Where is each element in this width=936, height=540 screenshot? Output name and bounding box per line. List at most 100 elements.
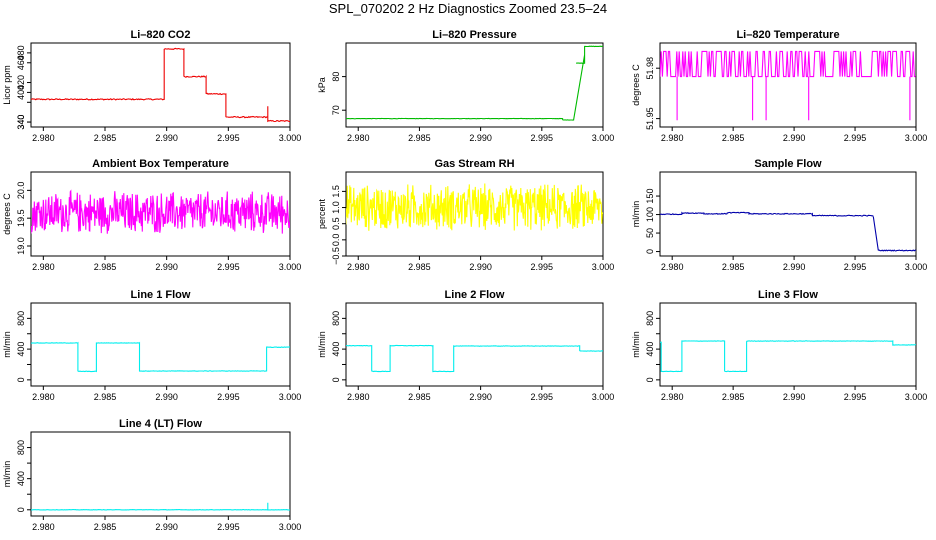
y-tick-label: 800 bbox=[331, 311, 341, 326]
x-tick-label: 2.980 bbox=[347, 262, 370, 272]
y-tick-label: 800 bbox=[16, 440, 26, 455]
y-tick-label: 20.0 bbox=[16, 182, 26, 200]
y-axis-label: percent bbox=[317, 198, 327, 229]
x-tick-label: 3.000 bbox=[905, 262, 928, 272]
y-tick-label: 0 bbox=[16, 507, 26, 512]
x-tick-label: 2.995 bbox=[844, 262, 867, 272]
panel-title: Li–820 CO2 bbox=[131, 29, 191, 41]
x-tick-label: 2.980 bbox=[661, 392, 684, 402]
x-tick-label: 2.985 bbox=[722, 392, 745, 402]
panel-title: Line 3 Flow bbox=[758, 289, 818, 301]
plot-frame bbox=[30, 171, 291, 257]
series-line bbox=[31, 341, 290, 373]
x-tick-label: 2.990 bbox=[155, 522, 178, 532]
x-tick-label: 2.990 bbox=[155, 262, 178, 272]
x-tick-label: 2.985 bbox=[94, 262, 117, 272]
y-tick-label: 400 bbox=[16, 342, 26, 357]
y-axis-label: ml/min bbox=[317, 331, 327, 358]
x-tick-label: 2.985 bbox=[94, 133, 117, 143]
x-tick-label: 2.980 bbox=[347, 133, 370, 143]
x-tick-label: 2.990 bbox=[783, 392, 806, 402]
x-tick-label: 2.980 bbox=[32, 522, 55, 532]
y-tick-label: 150 bbox=[645, 189, 655, 204]
y-tick-label: −0.5 bbox=[331, 247, 341, 265]
x-tick-label: 3.000 bbox=[279, 392, 302, 402]
x-tick-label: 2.995 bbox=[531, 262, 554, 272]
panel-title: Li–820 Pressure bbox=[432, 29, 516, 41]
series-line bbox=[31, 189, 290, 234]
x-tick-label: 2.985 bbox=[722, 262, 745, 272]
x-tick-label: 3.000 bbox=[592, 392, 615, 402]
y-axis-label: Licor ppm bbox=[2, 65, 12, 105]
x-tick-label: 3.000 bbox=[279, 133, 302, 143]
plot-frame bbox=[30, 42, 291, 128]
panel-1: Li–820 CO2 Licor ppm 2.980 2.985 2.990 2.995 3… bbox=[2, 29, 301, 143]
panel-3: Li–820 Temperature degrees C 2.980 2.985 2.9… bbox=[631, 29, 927, 143]
x-tick-label: 2.985 bbox=[722, 133, 745, 143]
x-tick-label: 2.995 bbox=[217, 262, 240, 272]
y-tick-label: 1.5 bbox=[331, 185, 341, 198]
panel-5: Gas Stream RH percent 2.980 2.985 2.990 2.995… bbox=[317, 158, 614, 272]
y-tick-label: 19.5 bbox=[16, 209, 26, 227]
y-tick-label: 400 bbox=[645, 342, 655, 357]
y-tick-label: 51.95 bbox=[645, 107, 655, 130]
series-line bbox=[346, 183, 603, 231]
x-tick-label: 2.985 bbox=[408, 392, 431, 402]
x-tick-label: 2.995 bbox=[531, 133, 554, 143]
y-axis-label: kPa bbox=[317, 77, 327, 93]
x-tick-label: 2.995 bbox=[217, 133, 240, 143]
x-tick-label: 3.000 bbox=[905, 133, 928, 143]
y-tick-label: 0 bbox=[645, 249, 655, 254]
y-tick-label: 100 bbox=[645, 207, 655, 222]
y-tick-label: 340 bbox=[16, 115, 26, 130]
plot-frame bbox=[345, 42, 604, 128]
x-tick-label: 2.995 bbox=[844, 392, 867, 402]
y-axis-label: ml/min bbox=[631, 201, 641, 228]
x-tick-label: 2.990 bbox=[469, 262, 492, 272]
y-axis-label: ml/min bbox=[2, 331, 12, 358]
x-tick-label: 2.990 bbox=[783, 262, 806, 272]
panel-10: Line 4 (LT) Flow ml/min 2.980 2.985 2.990 2.9… bbox=[2, 418, 301, 532]
y-tick-label: 0 bbox=[331, 377, 341, 382]
x-tick-label: 3.000 bbox=[592, 262, 615, 272]
plot-frame bbox=[30, 431, 291, 517]
y-tick-label: 0 bbox=[16, 377, 26, 382]
x-tick-label: 2.980 bbox=[32, 392, 55, 402]
y-tick-label: 0.5 bbox=[331, 217, 341, 230]
panel-title: Line 2 Flow bbox=[445, 289, 505, 301]
x-tick-label: 3.000 bbox=[905, 392, 928, 402]
x-tick-label: 2.995 bbox=[217, 522, 240, 532]
y-tick-label: 51.98 bbox=[645, 57, 655, 80]
y-axis-label: degrees C bbox=[631, 64, 641, 106]
series-line bbox=[660, 340, 916, 373]
panel-title: Line 1 Flow bbox=[131, 289, 191, 301]
x-tick-label: 2.990 bbox=[783, 133, 806, 143]
y-tick-label: 0 bbox=[645, 377, 655, 382]
plot-frame bbox=[659, 302, 917, 387]
x-tick-label: 2.980 bbox=[32, 262, 55, 272]
y-tick-label: 400 bbox=[16, 471, 26, 486]
y-tick-label: 400 bbox=[331, 342, 341, 357]
panel-title: Line 4 (LT) Flow bbox=[119, 418, 202, 430]
x-tick-label: 3.000 bbox=[279, 522, 302, 532]
y-tick-label: 1.0 bbox=[331, 201, 341, 214]
panel-title: Gas Stream RH bbox=[434, 158, 514, 170]
series-line bbox=[31, 502, 290, 511]
y-tick-label: 420 bbox=[16, 75, 26, 90]
series-line bbox=[660, 211, 916, 252]
y-axis-label: degrees C bbox=[2, 193, 12, 235]
y-tick-label: 50 bbox=[645, 228, 655, 238]
panel-9: Line 3 Flow ml/min 2.980 2.985 2.990 2.995 3.0… bbox=[631, 289, 927, 402]
y-tick-label: 340 bbox=[16, 115, 26, 130]
panel-6: Sample Flow ml/min 2.980 2.985 2.990 2.995 3.0… bbox=[631, 158, 927, 272]
x-tick-label: 2.980 bbox=[661, 262, 684, 272]
y-axis-label: ml/min bbox=[631, 331, 641, 358]
y-tick-label: 460 bbox=[16, 55, 26, 70]
y-tick-label: 19.0 bbox=[16, 237, 26, 255]
x-tick-label: 2.995 bbox=[844, 133, 867, 143]
x-tick-label: 2.995 bbox=[531, 392, 554, 402]
plot-frame bbox=[345, 302, 604, 387]
y-tick-label: 70 bbox=[331, 105, 341, 115]
panel-7: Line 1 Flow ml/min 2.980 2.985 2.990 2.995 3.0… bbox=[2, 289, 301, 402]
x-tick-label: 2.985 bbox=[408, 262, 431, 272]
